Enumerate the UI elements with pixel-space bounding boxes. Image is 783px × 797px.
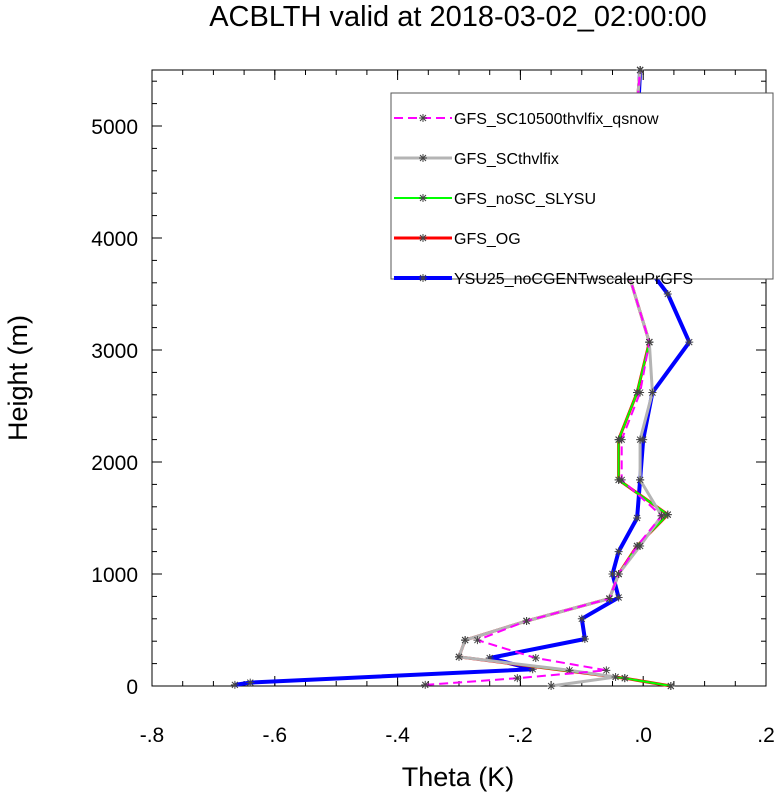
data-point — [565, 666, 574, 675]
data-point — [602, 666, 611, 675]
data-point — [617, 475, 626, 484]
legend: GFS_SC10500thvlfix_qsnow GFS_SCthvlfix GFS… — [390, 92, 774, 288]
legend-marker — [419, 194, 427, 202]
data-point — [645, 338, 654, 347]
data-point — [611, 673, 620, 682]
y-axis-label: Height (m) — [3, 315, 33, 441]
data-point — [685, 338, 694, 347]
x-tick-label: -.2 — [508, 724, 533, 747]
data-point — [513, 674, 522, 683]
x-tick-label: .2 — [757, 724, 775, 747]
data-point — [657, 511, 666, 520]
data-point — [636, 388, 645, 397]
data-point — [461, 636, 470, 645]
data-point — [633, 514, 642, 522]
y-tick-label: 2000 — [91, 452, 138, 475]
legend-label: GFS_SC10500thvlfix_qsnow — [454, 111, 659, 128]
data-point — [230, 680, 239, 689]
y-tick-label: 0 — [126, 676, 138, 699]
legend-label: GFS_SCthvlfix — [454, 151, 559, 168]
data-point — [522, 617, 531, 626]
data-point — [473, 636, 482, 645]
data-point — [528, 665, 537, 674]
y-tick-label: 3000 — [91, 340, 138, 363]
x-tick-label: .0 — [634, 724, 652, 747]
legend-box — [390, 92, 774, 280]
y-tick-label: 5000 — [91, 116, 138, 139]
legend-marker — [419, 234, 427, 242]
data-point — [636, 435, 645, 444]
data-point — [531, 654, 540, 662]
data-point — [605, 594, 614, 603]
y-tick-label: 4000 — [91, 228, 138, 251]
data-point — [663, 510, 672, 519]
x-tick-label: -.6 — [263, 724, 288, 747]
data-point — [421, 680, 430, 689]
data-point — [648, 388, 657, 397]
x-axis-label: Theta (K) — [402, 762, 515, 792]
legend-marker — [419, 274, 427, 282]
data-point — [577, 614, 586, 623]
data-point — [617, 435, 626, 444]
y-tick-label: 1000 — [91, 564, 138, 587]
data-point — [633, 542, 642, 550]
legend-marker — [419, 114, 427, 122]
x-tick-label: -.8 — [140, 724, 165, 747]
data-point — [455, 652, 463, 661]
data-point — [663, 290, 672, 298]
data-point — [666, 682, 675, 690]
data-point — [614, 547, 623, 556]
legend-label: YSU25_noCGENTwscaleuPrGFS — [454, 271, 693, 288]
legend-marker — [419, 154, 427, 162]
data-point — [547, 682, 556, 690]
data-point — [614, 570, 623, 578]
chart-title: ACBLTH valid at 2018-03-02_02:00:00 — [209, 1, 707, 33]
data-point — [246, 678, 255, 687]
legend-label: GFS_noSC_SLYSU — [454, 191, 596, 208]
data-point — [485, 654, 494, 662]
data-point — [614, 593, 623, 602]
data-point — [580, 634, 589, 643]
legend-label: GFS_OG — [454, 231, 521, 248]
data-point — [636, 66, 645, 74]
data-point — [608, 570, 617, 578]
data-point — [636, 475, 645, 484]
data-point — [620, 674, 629, 683]
x-tick-label: -.4 — [385, 724, 410, 747]
